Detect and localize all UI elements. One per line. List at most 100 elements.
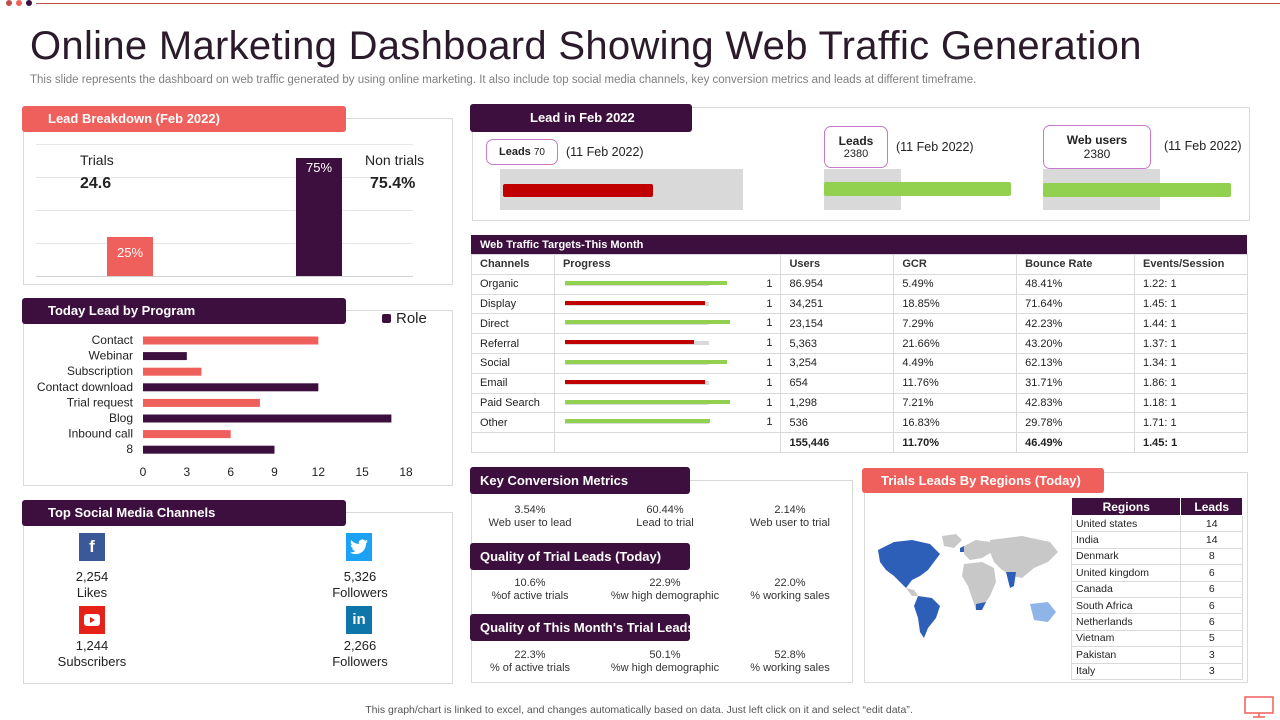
bar [143, 430, 231, 439]
users-cell: 3,254 [780, 352, 895, 374]
region-row: Canada 6 [1070, 580, 1243, 598]
events-cell: 1.45: 1 [1134, 293, 1248, 315]
key-conversion-title: Key Conversion Metrics [470, 467, 690, 494]
category-label: Webinar [89, 349, 133, 363]
bar [143, 398, 260, 407]
col-gcr: GCR [893, 254, 1018, 275]
progress-cell: 1 [553, 412, 782, 434]
region-leads: 6 [1180, 613, 1243, 631]
map-north-america [878, 540, 940, 588]
bounce-cell: 29.78% [1016, 412, 1135, 434]
progress-bar [564, 340, 694, 345]
page-title: Online Marketing Dashboard Showing Web T… [30, 24, 1142, 68]
progress-target: 1 [766, 317, 773, 330]
category-label: 8 [126, 442, 133, 456]
progress-bar [564, 399, 730, 404]
region-name: Netherlands [1070, 613, 1182, 631]
gcr-cell: 7.29% [893, 313, 1018, 335]
region-leads: 8 [1180, 547, 1243, 566]
region-row: United states 14 [1070, 514, 1243, 533]
lead-breakdown-title: Lead Breakdown (Feb 2022) [22, 106, 346, 132]
region-name: Vietnam [1070, 629, 1182, 648]
qt-metric-2-value: 22.9% [649, 577, 681, 589]
footer-note: This graph/chart is linked to excel, and… [365, 704, 913, 716]
facebook-icon[interactable]: f [79, 533, 105, 561]
x-tick-label: 3 [183, 465, 190, 479]
bounce-cell: 31.71% [1016, 372, 1135, 394]
x-tick-label: 9 [271, 465, 278, 479]
bar-trials [107, 236, 153, 276]
channel-cell: Email [471, 372, 555, 394]
events-cell: 1.18: 1 [1134, 392, 1248, 414]
table-row: Direct 1 23,154 7.29% 42.23% 1.44: 1 [471, 313, 1248, 335]
users-cell: 5,363 [780, 333, 895, 354]
youtube-value: 1,244 [75, 638, 109, 653]
region-name: Pakistan [1070, 646, 1182, 664]
lead-breakdown-panel [23, 118, 453, 285]
progress-target: 1 [766, 356, 773, 369]
map-africa [962, 562, 996, 610]
qt-metric-2-label: %w high demographic [610, 590, 720, 602]
map-south-america [914, 596, 940, 638]
linkedin-label: Followers [332, 654, 388, 669]
gcr-cell: 5.49% [893, 273, 1018, 295]
qm-metric-2-label: %w high demographic [610, 662, 720, 674]
category-label: Inbound call [68, 427, 133, 441]
total-events: 1.45: 1 [1134, 432, 1248, 453]
world-map [878, 534, 1058, 638]
region-row: United kingdom 6 [1070, 564, 1243, 582]
gcr-cell: 21.66% [893, 333, 1018, 354]
grid-line [36, 177, 413, 178]
bar [143, 414, 392, 423]
bar [143, 367, 202, 376]
kc-metric-1-label: Web user to lead [488, 517, 572, 529]
leads-pill-label: Leads [499, 146, 531, 158]
youtube-icon[interactable] [79, 606, 105, 634]
non-trials-value: 75.4% [370, 175, 416, 192]
progress-target: 1 [766, 337, 773, 350]
web-users-value: 2380 [1083, 147, 1111, 161]
kc-metric-3-label: Web user to trial [750, 517, 830, 529]
users-cell: 1,298 [780, 392, 895, 414]
category-label: Trial request [67, 395, 134, 409]
progress-bar [564, 300, 705, 305]
twitter-icon[interactable] [346, 533, 372, 561]
totals-row: 155,446 11.70% 46.49% 1.45: 1 [471, 432, 1248, 453]
map-india [1006, 572, 1016, 588]
events-cell: 1.44: 1 [1134, 313, 1248, 335]
col-events: Events/Session [1134, 254, 1248, 275]
trials-label: Trials [80, 152, 114, 168]
map-australia [1030, 602, 1056, 622]
progress-target: 1 [766, 277, 773, 290]
web-users-label: Web users [1066, 133, 1128, 147]
table-row: Paid Search 1 1,298 7.21% 42.83% 1.18: 1 [471, 392, 1248, 414]
table-row: Email 1 654 11.76% 31.71% 1.86: 1 [471, 372, 1248, 394]
qt-metric-1-value: 10.6% [514, 577, 546, 589]
leads-bar [503, 184, 653, 197]
region-name: India [1070, 531, 1182, 549]
bounce-cell: 43.20% [1016, 333, 1135, 354]
progress-bar [564, 419, 710, 424]
bounce-cell: 71.64% [1016, 293, 1135, 315]
gcr-cell: 11.76% [893, 372, 1018, 394]
linkedin-icon[interactable]: in [346, 606, 372, 634]
col-channels: Channels [471, 254, 555, 275]
leads2-pill: Leads 2380 [824, 126, 888, 168]
non-trials-label: Non trials [365, 152, 425, 168]
page-subtitle: This slide represents the dashboard on w… [30, 74, 977, 86]
deco-dot-2 [16, 0, 22, 6]
progress-target: 1 [766, 416, 773, 429]
table-row: Referral 1 5,363 21.66% 43.20% 1.37: 1 [471, 333, 1248, 354]
qt-metric-1-label: %of active trials [491, 590, 569, 602]
gcr-cell: 18.85% [893, 293, 1018, 315]
progress-target: 1 [766, 297, 773, 310]
lead-feb-title: Lead in Feb 2022 [470, 104, 692, 132]
users-cell: 536 [780, 412, 895, 434]
x-tick-label: 6 [227, 465, 234, 479]
leads-pill: Leads 70 [486, 139, 558, 165]
youtube-label: Subscribers [57, 654, 127, 669]
col-regions: Regions [1070, 497, 1182, 516]
progress-cell: 1 [553, 313, 782, 335]
legend-swatch [382, 314, 391, 323]
kc-metric-1-value: 3.54% [514, 504, 546, 516]
